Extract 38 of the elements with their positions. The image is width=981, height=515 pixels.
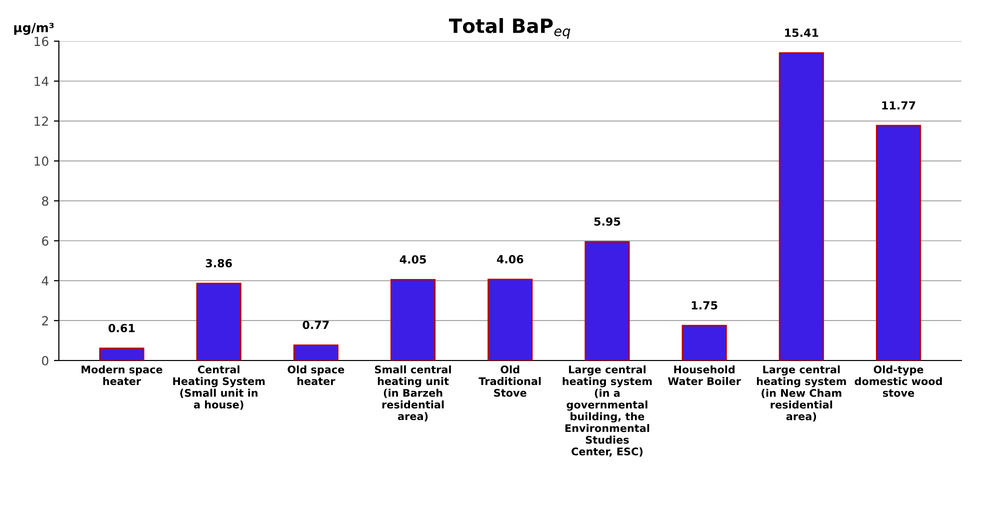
x-tick-label: Old-type domestic wood stove bbox=[854, 365, 942, 397]
x-tick-label: Old Traditional Stove bbox=[478, 365, 541, 397]
bar bbox=[876, 124, 922, 360]
bar bbox=[584, 241, 630, 360]
data-label: 11.77 bbox=[882, 101, 916, 110]
y-tick-label: 8 bbox=[42, 196, 48, 206]
x-tick-label: Central Heating System (Small unit in a house) bbox=[173, 365, 265, 410]
bar bbox=[390, 278, 436, 360]
data-label: 0.61 bbox=[108, 324, 135, 332]
x-tick-label: Modern space heater bbox=[82, 365, 162, 386]
bar bbox=[488, 278, 533, 360]
y-tick-label: 2 bbox=[42, 316, 48, 326]
y-tick-label: 0 bbox=[42, 356, 48, 366]
bar bbox=[682, 324, 727, 360]
x-tick-label: Small central heating unit (in Barzeh residential area) bbox=[375, 365, 451, 422]
x-tick-label: Large central heating system (in New Cham residential area) bbox=[756, 365, 846, 422]
data-label: 5.95 bbox=[594, 217, 620, 226]
chart-title: Total BaP$_{eq}$ bbox=[448, 18, 570, 39]
data-label: 3.86 bbox=[206, 259, 232, 268]
x-tick-label: Household Water Boiler bbox=[668, 365, 741, 386]
bar bbox=[293, 344, 338, 360]
y-tick-label: 10 bbox=[34, 156, 48, 166]
y-tick-label: 6 bbox=[42, 236, 48, 246]
data-label: 15.41 bbox=[785, 28, 818, 37]
data-label: 1.75 bbox=[692, 301, 718, 310]
data-label: 0.77 bbox=[302, 320, 329, 330]
x-tick-label: Old space heater bbox=[288, 365, 344, 386]
y-tick-label: 12 bbox=[34, 116, 48, 126]
y-tick-label: 14 bbox=[34, 76, 48, 86]
y-tick-label: 16 bbox=[34, 36, 48, 46]
bar bbox=[99, 348, 144, 360]
y-axis-title: µg/m³ bbox=[14, 22, 54, 35]
x-tick-label: Large central heating system (in a governmental building, the Environmental Studies Center, ESC) bbox=[562, 365, 652, 457]
y-tick-label: 4 bbox=[42, 276, 48, 286]
data-label: 4.06 bbox=[496, 255, 524, 264]
bar bbox=[778, 52, 824, 360]
bar bbox=[196, 282, 242, 360]
data-label: 4.05 bbox=[400, 255, 426, 264]
